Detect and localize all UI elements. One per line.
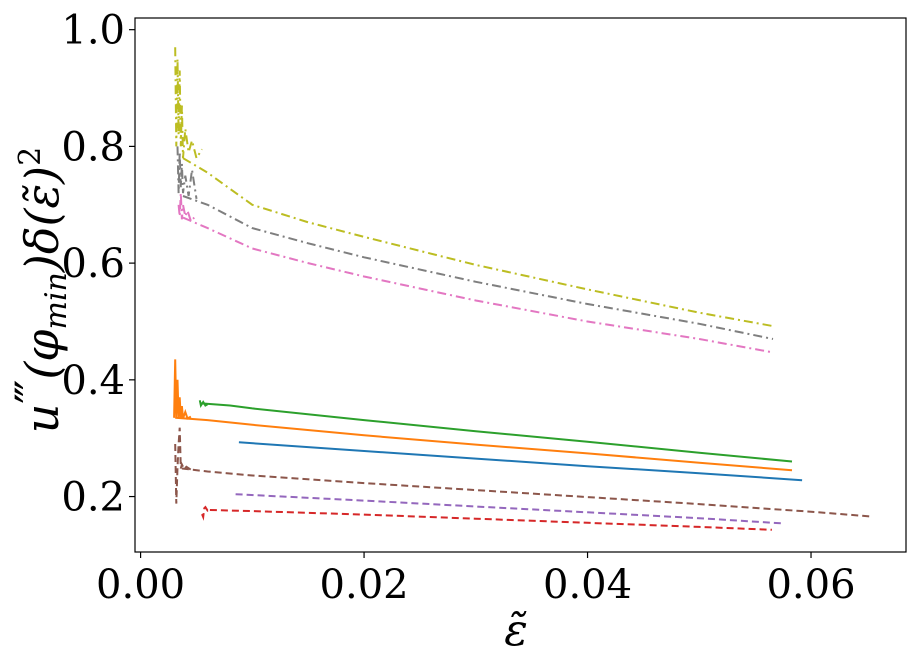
series-line-3 [199, 402, 793, 463]
x-tick-label: 0.04 [543, 562, 632, 608]
series-oscillation-2 [198, 400, 209, 409]
y-label-main: u [15, 404, 69, 434]
series-oscillation-1 [173, 359, 192, 420]
plot-frame [134, 17, 907, 553]
y-label-arg: (φ [15, 329, 69, 380]
y-tick-label: 0.2 [61, 475, 125, 521]
x-axis-ticks: 0.00 0.02 0.04 0.06 [96, 552, 856, 608]
y-label-primes: ‴ [5, 380, 59, 404]
x-axis-label: ε̃ [504, 605, 528, 656]
y-tick-label: 0.4 [61, 358, 125, 404]
y-label-rest: )δ(ε̃) [15, 166, 69, 273]
series-oscillation-6 [176, 146, 198, 200]
series-line-1 [238, 441, 803, 482]
series-oscillation-7 [177, 193, 195, 224]
series-line-2 [175, 416, 793, 472]
y-tick-label: 1.0 [61, 8, 125, 54]
series-line-7 [182, 216, 774, 354]
series-line-9 [182, 157, 774, 328]
y-axis-label: u‴(φmin)δ(ε̃)2 [5, 147, 74, 433]
series-line-5 [235, 493, 784, 525]
series-oscillation-3 [174, 427, 192, 504]
y-tick-label: 0.6 [61, 241, 125, 287]
y-label-sub: min [39, 272, 74, 329]
series-line-4 [209, 509, 772, 531]
plot-lines [173, 47, 871, 531]
x-tick-label: 0.00 [96, 562, 185, 608]
x-tick-label: 0.02 [320, 562, 409, 608]
x-tick-label: 0.06 [766, 562, 855, 608]
y-tick-label: 0.8 [61, 124, 125, 170]
series-oscillation-5 [174, 47, 203, 161]
series-oscillation-4 [201, 505, 211, 521]
series-line-8 [182, 195, 774, 340]
y-axis-ticks: 0.2 0.4 0.6 0.8 1.0 [61, 8, 135, 521]
y-label-sup: 2 [13, 147, 48, 166]
